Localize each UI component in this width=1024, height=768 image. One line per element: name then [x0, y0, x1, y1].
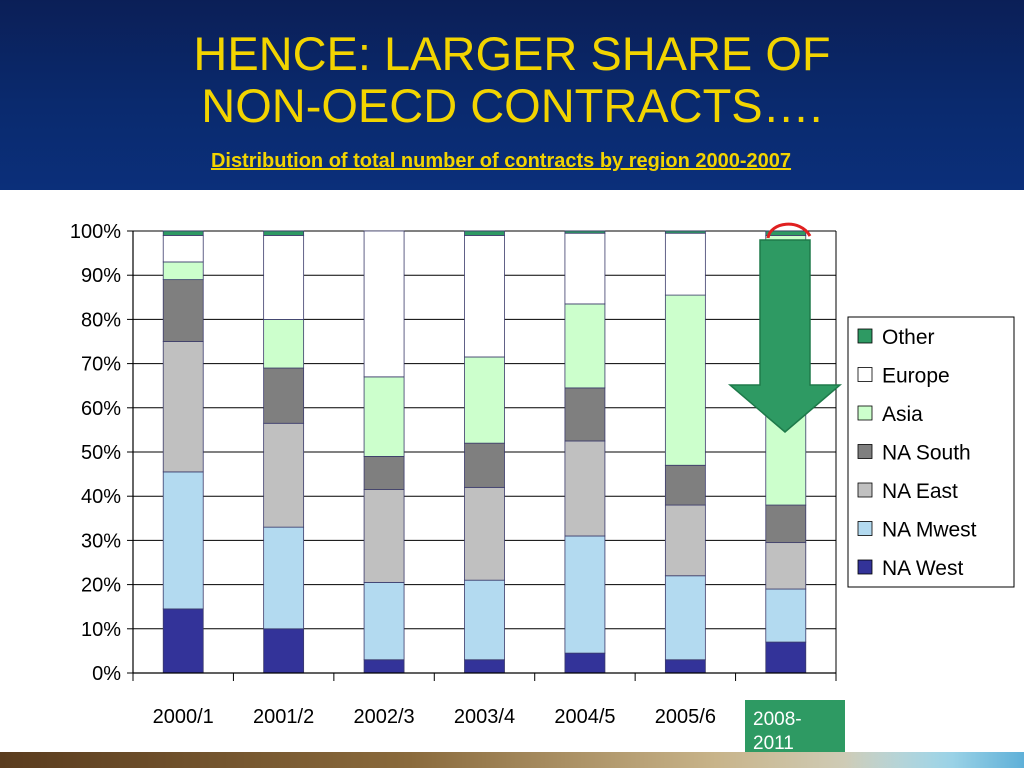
- bar-segment-asia: [564, 303, 606, 389]
- bar-segment-other: [664, 230, 706, 234]
- bar-segment-na-south: [765, 504, 807, 544]
- legend-swatch: [857, 444, 873, 459]
- bar-segment-na-west: [363, 659, 405, 674]
- bar-segment-na-south: [564, 387, 606, 442]
- bar-segment-na-south: [162, 279, 204, 342]
- bar-segment-na-mwest: [664, 575, 706, 661]
- bar-segment-europe: [263, 235, 305, 320]
- x-tick-label: 2005/6: [655, 706, 716, 728]
- x-tick-label: 2001/2: [253, 706, 314, 728]
- legend-label: Asia: [882, 403, 923, 426]
- y-tick-label: 60%: [81, 398, 121, 420]
- bar-segment-europe: [162, 235, 204, 263]
- bar-segment-na-east: [664, 504, 706, 577]
- bar-segment-na-east: [464, 486, 505, 581]
- bar-segment-na-mwest: [765, 588, 807, 643]
- bar-segment-asia: [664, 294, 706, 466]
- x-tick-label: 2003/4: [454, 706, 515, 728]
- bar-segment-na-south: [363, 456, 405, 490]
- legend-swatch: [857, 405, 873, 421]
- footer-decoration: [0, 752, 1024, 768]
- slide-header: HENCE: LARGER SHARE OF NON-OECD CONTRACT…: [0, 0, 1024, 190]
- y-tick-label: 50%: [81, 442, 121, 464]
- slide-title: HENCE: LARGER SHARE OF NON-OECD CONTRACT…: [193, 27, 831, 132]
- bar-segment-europe: [564, 232, 606, 305]
- axes: 0% 10% 20% 30% 40% 50% 60% 70% 80% 90% 100% 2000/1 2…: [70, 221, 837, 728]
- y-tick-label: 80%: [81, 309, 121, 331]
- bar-segment-other: [765, 230, 807, 236]
- bar-segment-na-south: [464, 442, 505, 488]
- y-tick-label: 30%: [81, 530, 121, 552]
- bar-segment-na-east: [564, 440, 606, 537]
- highlight-circle-icon: [766, 222, 812, 239]
- x-tick-label: 2000/1: [153, 706, 214, 728]
- bar-segment-na-west: [564, 652, 606, 674]
- bar-segment-asia: [162, 261, 204, 281]
- period-label-text: 2008- 2011: [753, 709, 802, 754]
- bar-segment-asia: [464, 356, 505, 444]
- y-tick-label: 70%: [81, 354, 121, 376]
- bar-segment-other: [464, 230, 505, 236]
- bar-segment-na-mwest: [263, 526, 305, 630]
- legend-label: NA West: [882, 557, 963, 580]
- legend-swatch: [857, 521, 873, 536]
- chart-subtitle: Distribution of total number of contract…: [210, 150, 792, 172]
- bar-segment-na-south: [263, 367, 305, 424]
- down-arrow-icon: [727, 239, 843, 433]
- bar-segment-na-mwest: [564, 535, 606, 654]
- bar-segment-na-east: [263, 422, 305, 528]
- y-tick-label: 40%: [81, 486, 121, 508]
- y-tick-label: 10%: [81, 619, 121, 641]
- bar-segment-na-east: [363, 489, 405, 583]
- legend-label: Europe: [882, 365, 950, 388]
- y-tick-label: 100%: [70, 221, 121, 243]
- legend-swatch: [857, 559, 873, 575]
- y-tick-label: 20%: [81, 575, 121, 597]
- bar-segment-europe: [664, 232, 706, 296]
- legend-swatch: [857, 367, 873, 382]
- bar-segment-na-mwest: [363, 581, 405, 661]
- bar-segment-na-west: [664, 659, 706, 674]
- legend-swatch: [857, 328, 873, 344]
- bar-segment-na-mwest: [464, 579, 505, 661]
- bar-segment-other: [564, 230, 606, 234]
- x-tick-label: 2004/5: [554, 706, 615, 728]
- bar-segment-europe: [464, 235, 505, 358]
- bar-segment-europe: [363, 230, 405, 378]
- y-tick-label: 90%: [81, 265, 121, 287]
- bar-segment-asia: [263, 318, 305, 369]
- bar-segment-na-south: [664, 464, 706, 506]
- bar-segment-na-east: [162, 341, 204, 473]
- y-tick-label: 0%: [92, 663, 121, 685]
- bar-segment-na-west: [464, 659, 505, 674]
- bar-segment-na-west: [263, 628, 305, 674]
- bar-segment-other: [263, 230, 305, 236]
- x-tick-label: 2002/3: [353, 706, 414, 728]
- annotations: [727, 222, 843, 433]
- bar-segment-na-west: [765, 641, 807, 674]
- legend-label: NA East: [882, 480, 958, 503]
- bar-segment-na-east: [765, 542, 807, 590]
- bar-segment-other: [162, 230, 204, 236]
- legend-label: Other: [882, 326, 935, 349]
- footer-swoosh: [844, 752, 1024, 768]
- bar-segment-na-west: [162, 608, 204, 674]
- legend: Other Europe Asia NA South NA East NA Mwest NA…: [847, 316, 1015, 588]
- legend-label: NA Mwest: [882, 519, 977, 542]
- bar-segment-na-mwest: [162, 471, 204, 610]
- stacked-bar-chart: 0% 10% 20% 30% 40% 50% 60% 70% 80% 90% 100% 2000/1 2…: [70, 221, 1015, 728]
- legend-box: [847, 316, 1015, 588]
- bar-segment-asia: [363, 376, 405, 457]
- legend-swatch: [857, 482, 873, 498]
- legend-label: NA South: [882, 442, 971, 465]
